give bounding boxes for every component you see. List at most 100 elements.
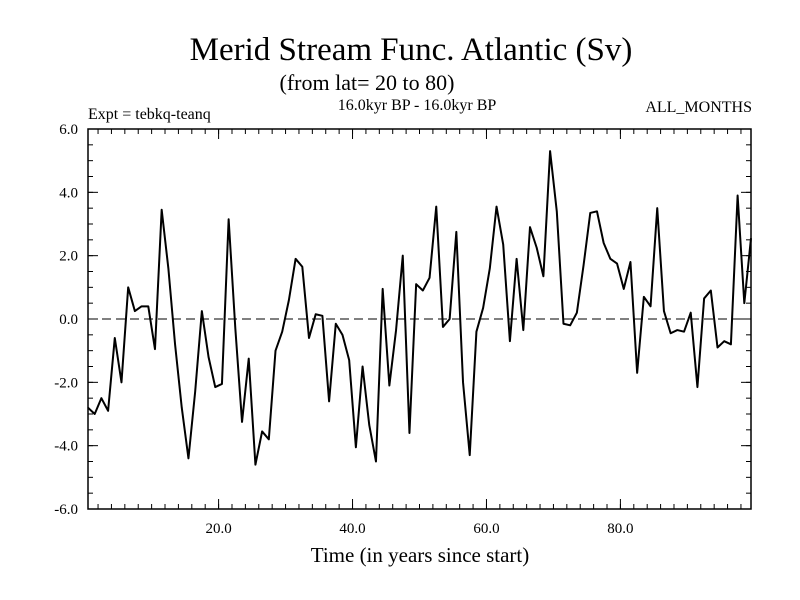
period-label: 16.0kyr BP - 16.0kyr BP <box>338 97 497 114</box>
data-point <box>154 348 156 350</box>
data-point <box>676 329 678 331</box>
data-point <box>161 209 163 211</box>
data-point <box>288 299 290 301</box>
data-point <box>730 343 732 345</box>
data-point <box>656 207 658 209</box>
data-point <box>455 231 457 233</box>
data-point <box>596 210 598 212</box>
data-point <box>368 424 370 426</box>
x-tick-label: 40.0 <box>339 521 365 537</box>
data-point <box>449 318 451 320</box>
data-point <box>402 255 404 257</box>
data-point <box>549 150 551 152</box>
months-label: ALL_MONTHS <box>645 99 752 116</box>
data-point <box>562 323 565 325</box>
data-point <box>435 205 437 208</box>
data-point <box>462 381 464 383</box>
data-point <box>482 307 484 309</box>
data-point <box>723 340 725 342</box>
y-tick-label: -2.0 <box>54 375 78 391</box>
data-point <box>147 305 149 307</box>
data-point <box>281 331 283 333</box>
data-point <box>100 397 102 399</box>
data-point <box>167 267 169 269</box>
x-axis-label: Time (in years since start) <box>311 543 530 567</box>
data-point <box>442 326 444 328</box>
data-point <box>415 283 417 285</box>
data-point <box>335 323 337 325</box>
data-point <box>341 334 344 336</box>
y-tick-label: 2.0 <box>59 249 78 265</box>
chart-title: Merid Stream Func. Atlantic (Sv) <box>190 32 633 68</box>
data-point <box>475 331 478 333</box>
data-point <box>408 432 411 434</box>
y-tick-label: -6.0 <box>54 502 78 518</box>
data-point <box>221 383 223 385</box>
data-point <box>187 457 190 459</box>
data-point <box>375 460 377 463</box>
x-tick-label: 20.0 <box>205 521 231 537</box>
data-point <box>469 454 471 456</box>
chart-subtitle: (from lat= 20 to 80) <box>280 70 455 95</box>
data-point <box>710 289 712 292</box>
data-point <box>308 337 310 339</box>
data-point <box>696 386 699 388</box>
data-point <box>107 410 109 412</box>
data-points <box>87 150 752 466</box>
data-point <box>609 258 611 260</box>
data-point <box>737 194 739 197</box>
data-point <box>509 340 511 342</box>
data-point <box>589 212 591 214</box>
data-point <box>268 438 270 440</box>
data-point <box>529 226 531 228</box>
data-point <box>629 261 632 263</box>
data-point <box>743 302 745 304</box>
data-point <box>522 329 524 331</box>
data-point <box>489 267 491 269</box>
data-point <box>603 242 605 244</box>
data-point <box>328 400 330 402</box>
plot-frame <box>87 128 752 510</box>
y-tick-label: 6.0 <box>59 122 78 138</box>
data-point <box>361 365 364 368</box>
data-point <box>295 258 297 260</box>
data-point <box>516 258 518 260</box>
data-point <box>382 288 384 290</box>
data-point <box>254 464 257 466</box>
experiment-label: Expt = tebkq-teanq <box>88 106 211 123</box>
data-point <box>649 305 652 307</box>
data-point <box>348 359 350 361</box>
data-point <box>120 381 123 383</box>
data-point <box>428 277 431 279</box>
data-point <box>582 264 585 266</box>
x-tick-label: 60.0 <box>473 521 499 537</box>
data-point <box>127 286 129 288</box>
data-point <box>201 310 203 312</box>
data-point <box>248 357 250 360</box>
data-point <box>616 262 618 265</box>
data-point <box>395 329 397 331</box>
data-point <box>536 247 538 249</box>
data-point <box>542 275 544 277</box>
data-point <box>194 391 196 393</box>
data-point <box>703 297 705 300</box>
data-point <box>261 430 263 433</box>
data-point <box>134 310 136 312</box>
data-point <box>670 332 672 334</box>
data-point <box>234 327 236 330</box>
data-point <box>140 305 143 307</box>
data-point <box>643 296 645 298</box>
data-point <box>274 350 277 352</box>
data-point <box>502 243 504 246</box>
data-point <box>207 356 210 358</box>
y-tick-label: 4.0 <box>59 185 78 201</box>
data-point <box>321 315 323 317</box>
data-point <box>576 312 578 314</box>
data-point <box>241 421 243 423</box>
data-point <box>174 343 176 345</box>
y-tick-label: 0.0 <box>59 312 78 328</box>
data-point <box>301 266 303 268</box>
data-point <box>569 324 571 326</box>
data-point <box>422 289 424 292</box>
